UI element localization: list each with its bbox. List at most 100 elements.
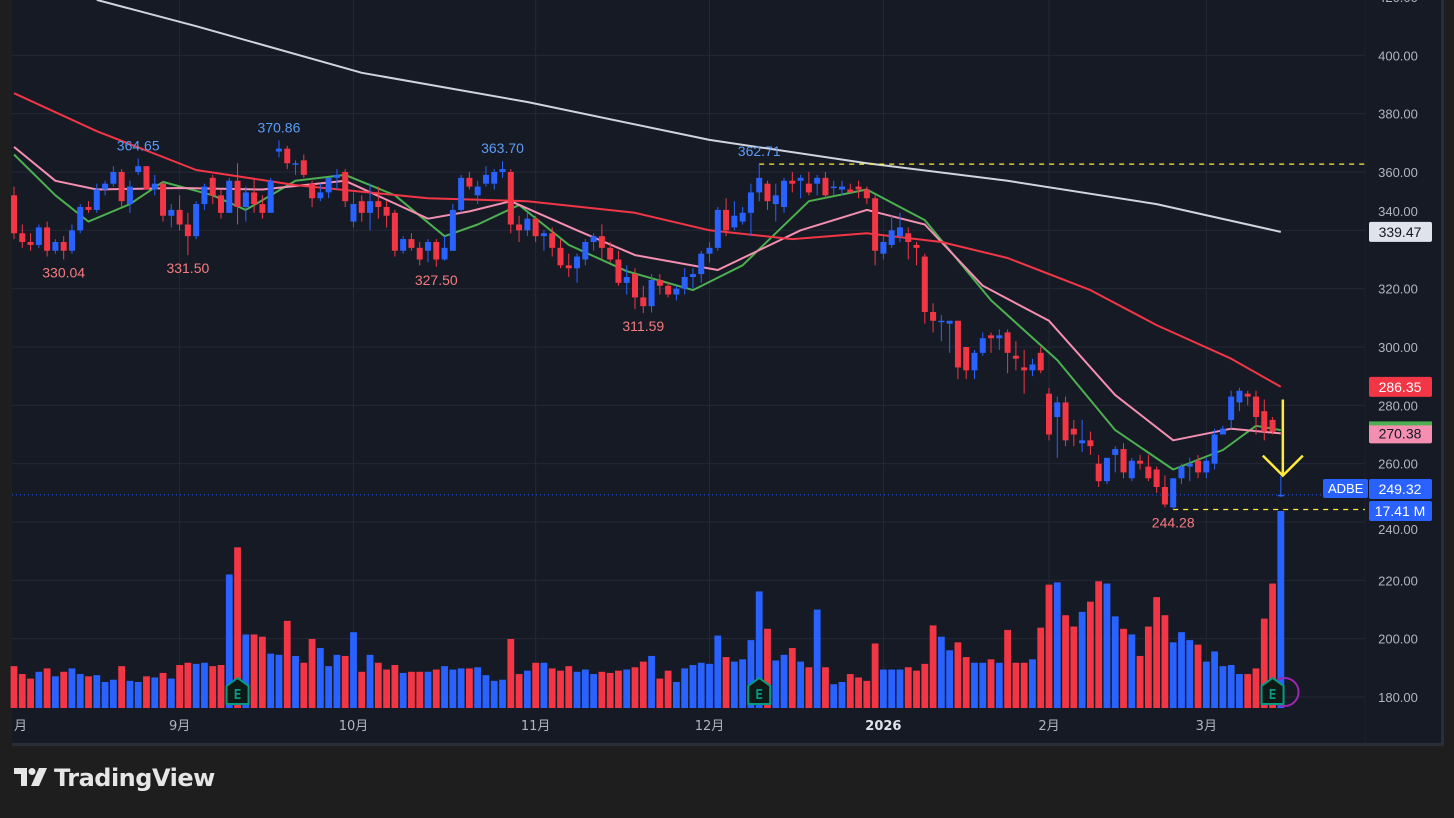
- volume-bar: [1178, 632, 1185, 708]
- candle: [184, 212, 191, 256]
- volume-bar: [151, 677, 159, 708]
- volume-bar: [358, 671, 366, 708]
- candle: [1062, 396, 1069, 447]
- volume-bar: [259, 636, 266, 708]
- price-badge-text: 286.35: [1379, 379, 1422, 395]
- volume-bar: [722, 657, 730, 708]
- chart-border-bottom: [12, 743, 1444, 746]
- candle-body: [797, 177, 804, 181]
- volume-bar: [540, 662, 548, 708]
- candle-body: [60, 242, 67, 251]
- volume-bar: [797, 661, 804, 708]
- candle-body: [946, 320, 953, 324]
- earnings-marker[interactable]: E: [1260, 676, 1300, 707]
- candle-body: [988, 335, 995, 339]
- volume-bar: [871, 643, 879, 708]
- y-tick-label: 240.00: [1378, 522, 1418, 537]
- candle: [1178, 463, 1185, 485]
- candle: [267, 177, 274, 213]
- earnings-marker[interactable]: E: [225, 676, 250, 705]
- candle-body: [1137, 460, 1144, 464]
- candle: [1012, 341, 1019, 371]
- candle-body: [532, 218, 539, 237]
- candle: [1153, 466, 1160, 493]
- candle: [665, 282, 672, 298]
- candle-body: [623, 277, 630, 283]
- price-badge-background: [1369, 479, 1432, 499]
- candle-body: [242, 192, 249, 208]
- candle-body: [1244, 393, 1251, 397]
- volume-bar: [366, 654, 374, 708]
- volume-bar: [1236, 674, 1243, 708]
- candle: [590, 233, 597, 251]
- volume-bar: [1029, 659, 1036, 708]
- candle: [847, 183, 854, 193]
- candle-body: [284, 148, 291, 164]
- down-arrow-drawing[interactable]: [1261, 399, 1304, 478]
- volume-bar: [656, 678, 664, 708]
- candle-body: [880, 242, 887, 254]
- candle: [160, 180, 167, 222]
- candle-body: [143, 166, 150, 190]
- candle: [1145, 454, 1152, 482]
- earnings-icon: [747, 676, 772, 705]
- candles: [11, 140, 1284, 510]
- volume-bar: [1211, 651, 1218, 708]
- volume-bar: [126, 680, 134, 708]
- volume-bar: [176, 665, 183, 708]
- volume-bar: [217, 665, 225, 708]
- candle: [19, 224, 26, 248]
- candle: [1161, 475, 1168, 508]
- tradingview-logo[interactable]: TradingView: [14, 764, 215, 792]
- candle: [52, 239, 59, 254]
- volume-bar: [1128, 634, 1136, 708]
- volume-bar: [300, 662, 308, 708]
- volume-bar: [1161, 615, 1169, 708]
- candle: [772, 183, 779, 222]
- candle: [706, 242, 713, 263]
- candle: [1054, 396, 1061, 458]
- candle: [1046, 387, 1052, 441]
- candle-body: [44, 227, 51, 251]
- candle: [292, 160, 299, 175]
- candle: [756, 164, 763, 202]
- price-badge-background: [1369, 501, 1432, 521]
- volume-bar: [308, 638, 316, 708]
- price-badge: 339.47: [1369, 221, 1432, 242]
- candle-body: [930, 312, 937, 321]
- candle-body: [507, 172, 514, 225]
- candle: [358, 195, 365, 222]
- volume-bar: [979, 662, 987, 708]
- candle-body: [160, 183, 167, 216]
- candle-body: [209, 177, 216, 196]
- volume-bar: [101, 681, 109, 708]
- candle: [640, 285, 647, 314]
- candle: [1186, 457, 1193, 482]
- volume-bar: [1202, 661, 1210, 708]
- earnings-marker[interactable]: E: [747, 676, 772, 705]
- candle-body: [830, 186, 837, 189]
- candle: [126, 180, 133, 213]
- candle: [747, 183, 754, 237]
- candle-body: [168, 209, 175, 216]
- volume-bar: [275, 654, 283, 708]
- candle-body: [1070, 428, 1077, 435]
- volume-bar: [565, 666, 573, 708]
- candle: [1277, 475, 1284, 497]
- volume-bar: [416, 671, 424, 708]
- candle-body: [681, 277, 688, 289]
- price-badge: 270.38: [1369, 421, 1432, 444]
- candle: [872, 195, 879, 266]
- candle: [880, 236, 887, 260]
- volume-bar: [880, 669, 887, 708]
- volume-bar: [267, 653, 275, 708]
- volume-bar: [424, 671, 432, 708]
- volume-bar: [292, 655, 299, 708]
- candle: [375, 186, 382, 219]
- volume-bar: [813, 609, 821, 708]
- candle-body: [275, 148, 282, 152]
- candle: [218, 189, 224, 219]
- volume-bar: [201, 662, 208, 708]
- volume-bar: [1004, 629, 1011, 708]
